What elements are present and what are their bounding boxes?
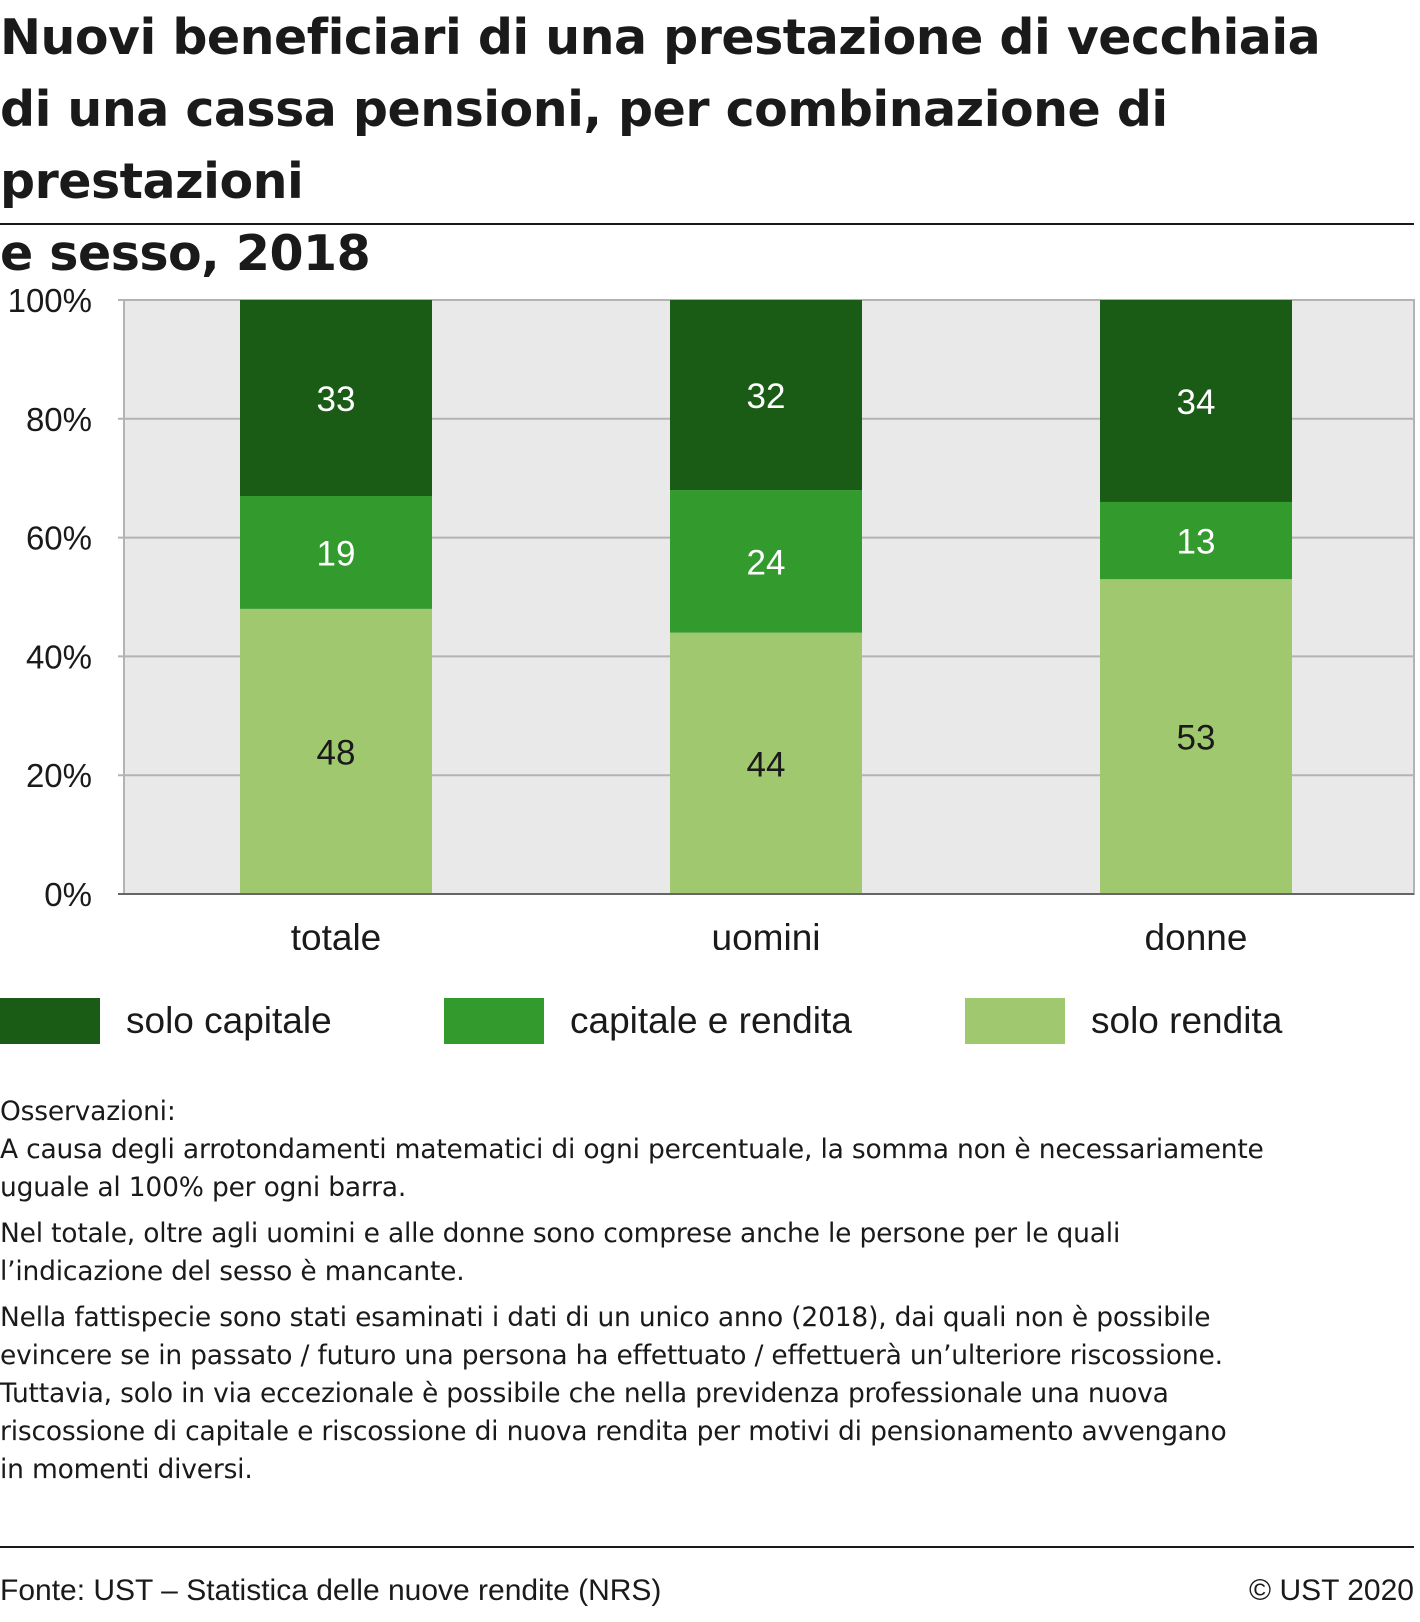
bar-segment-solo-capitale xyxy=(1100,300,1292,502)
legend-swatch-solo-capitale xyxy=(0,998,100,1044)
y-tick-label: 40% xyxy=(26,638,92,675)
legend-label-capitale-e-rendita: capitale e rendita xyxy=(570,1000,852,1041)
data-label: 53 xyxy=(1177,719,1216,758)
data-label: 13 xyxy=(1177,523,1216,562)
legend-swatch-solo-rendita xyxy=(965,998,1065,1044)
y-tick-label: 100% xyxy=(8,282,92,319)
legend-item-solo-rendita: solo rendita xyxy=(965,998,1282,1044)
data-label: 44 xyxy=(747,745,786,784)
bar-segment-capitale-e-rendita xyxy=(1100,501,1292,580)
bar-segment-solo-capitale xyxy=(670,300,862,491)
data-label: 48 xyxy=(317,733,356,772)
bar-segment-solo-capitale xyxy=(240,300,432,497)
bar-segment-capitale-e-rendita xyxy=(670,490,862,633)
note-total-composition: Nel totale, oltre agli uomini e alle don… xyxy=(0,1218,1121,1287)
stacked-bar-chart: 0% 20% 40% 60% 80% 100% 48 19 33 totale 44 24 32 uomi… xyxy=(8,282,1415,950)
data-label: 33 xyxy=(317,380,356,419)
chart-title: Nuovi beneficiari di una prestazione di … xyxy=(0,9,1321,282)
bar-segment-solo-rendita xyxy=(1100,579,1292,894)
data-label: 24 xyxy=(747,543,786,582)
bar-segment-solo-rendita xyxy=(670,632,862,894)
copyright-text: © UST 2020 xyxy=(1249,1574,1414,1607)
bar-segment-capitale-e-rendita xyxy=(240,496,432,609)
data-label: 32 xyxy=(747,377,786,416)
y-tick-label: 0% xyxy=(44,876,92,913)
x-category-label: totale xyxy=(291,917,382,950)
note-single-year: Nella fattispecie sono stati esaminati i… xyxy=(0,1302,1227,1485)
y-tick-label: 60% xyxy=(26,520,92,557)
notes-heading: Osservazioni: xyxy=(0,1096,176,1127)
legend-label-solo-capitale: solo capitale xyxy=(126,1000,332,1041)
data-label: 19 xyxy=(317,534,356,573)
y-tick-label: 20% xyxy=(26,757,92,794)
title-divider xyxy=(0,223,1414,225)
y-tick-label: 80% xyxy=(26,401,92,438)
note-rounding: A causa degli arrotondamenti matematici … xyxy=(0,1134,1264,1203)
x-category-label: donne xyxy=(1145,917,1248,950)
legend-swatch-capitale-e-rendita xyxy=(444,998,544,1044)
data-label: 34 xyxy=(1177,383,1216,422)
source-text: Fonte: UST – Statistica delle nuove rend… xyxy=(0,1574,662,1607)
notes-section: Osservazioni: A causa degli arrotondamen… xyxy=(0,1093,1414,1497)
x-category-label: uomini xyxy=(712,917,821,950)
bar-segment-solo-rendita xyxy=(240,608,432,894)
footer-divider xyxy=(0,1546,1414,1548)
legend-item-solo-capitale: solo capitale xyxy=(0,998,332,1044)
legend-label-solo-rendita: solo rendita xyxy=(1091,1000,1283,1041)
legend-item-capitale-e-rendita: capitale e rendita xyxy=(444,998,852,1044)
